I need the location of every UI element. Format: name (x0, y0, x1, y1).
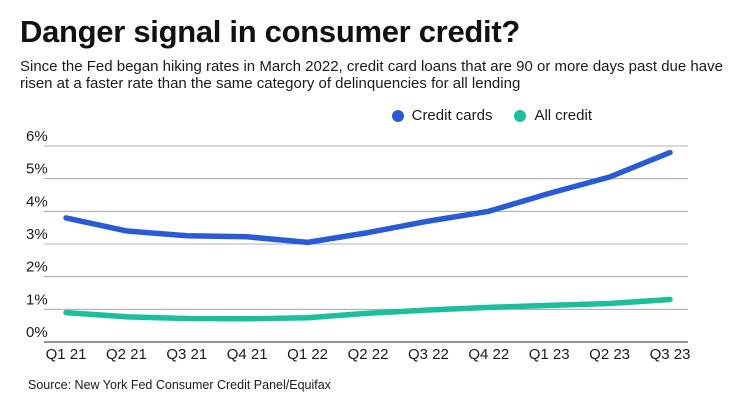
chart-source: Source: New York Fed Consumer Credit Pan… (28, 378, 331, 392)
y-tick-label: 6% (26, 128, 48, 145)
x-tick-label: Q1 21 (46, 346, 87, 363)
x-tick-label: Q4 21 (227, 346, 268, 363)
legend-swatch-all-credit (514, 109, 527, 122)
x-tick-label: Q1 22 (287, 346, 328, 363)
chart-legend: Credit cards All credit (370, 107, 592, 124)
legend-label-all-credit: All credit (534, 107, 592, 124)
y-tick-label: 4% (26, 193, 48, 210)
y-tick-label: 1% (26, 291, 48, 308)
x-tick-label: Q2 22 (348, 346, 389, 363)
chart-subtitle: Since the Fed began hiking rates in Marc… (20, 58, 723, 92)
x-tick-label: Q3 22 (408, 346, 449, 363)
chart-title: Danger signal in consumer credit? (20, 14, 520, 49)
y-tick-label: 0% (26, 324, 48, 341)
series-line-all-credit (63, 296, 673, 322)
x-tick-label: Q2 21 (106, 346, 147, 363)
x-tick-label: Q4 22 (468, 346, 509, 363)
y-tick-label: 3% (26, 226, 48, 243)
x-tick-label: Q3 23 (650, 346, 691, 363)
legend-label-credit-cards: Credit cards (411, 107, 493, 124)
x-tick-label: Q1 23 (529, 346, 570, 363)
y-tick-label: 5% (26, 161, 48, 178)
legend-item-all-credit: All credit (514, 107, 592, 124)
x-tick-label: Q3 21 (166, 346, 207, 363)
x-tick-label: Q2 23 (589, 346, 630, 363)
y-tick-label: 2% (26, 259, 48, 276)
legend-item-credit-cards: Credit cards (391, 107, 493, 124)
series-line-credit-cards (63, 149, 673, 246)
legend-swatch-credit-cards (391, 109, 404, 122)
